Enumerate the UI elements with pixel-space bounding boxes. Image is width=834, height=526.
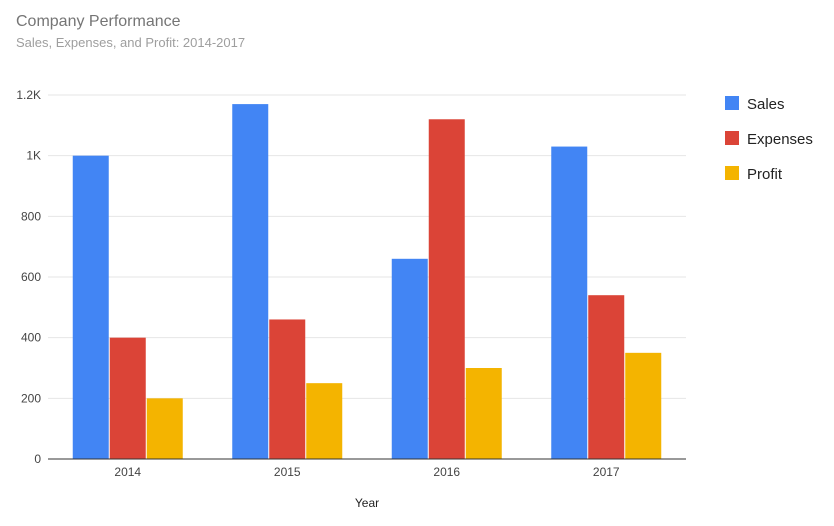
legend-swatch-profit <box>725 166 739 180</box>
x-axis-ticks: 2014 2015 2016 2017 <box>114 465 620 479</box>
bar-profit-2016[interactable] <box>465 368 502 459</box>
y-tick-label: 800 <box>21 209 41 223</box>
x-tick-label: 2016 <box>433 465 460 479</box>
legend-label-expenses[interactable]: Expenses <box>747 131 813 148</box>
bar-sales-2015[interactable] <box>232 104 269 459</box>
chart-subtitle: Sales, Expenses, and Profit: 2014-2017 <box>16 35 245 50</box>
legend-label-profit[interactable]: Profit <box>747 166 783 183</box>
bar-expenses-2014[interactable] <box>109 337 146 459</box>
x-axis-title: Year <box>355 496 379 510</box>
bars <box>72 104 662 460</box>
y-tick-label: 0 <box>34 452 41 466</box>
y-axis-ticks: 0 200 400 600 800 1K 1.2K <box>16 88 41 466</box>
chart-title: Company Performance <box>16 13 181 30</box>
bar-sales-2017[interactable] <box>551 146 588 460</box>
bar-sales-2014[interactable] <box>72 155 109 459</box>
y-tick-label: 1K <box>26 149 41 163</box>
y-tick-label: 200 <box>21 391 41 405</box>
x-tick-label: 2015 <box>274 465 301 479</box>
y-tick-label: 400 <box>21 331 41 345</box>
y-tick-label: 1.2K <box>16 88 41 102</box>
bar-profit-2017[interactable] <box>625 352 662 459</box>
bar-expenses-2017[interactable] <box>588 295 625 459</box>
legend[interactable]: Sales Expenses Profit <box>725 96 813 183</box>
legend-swatch-expenses <box>725 131 739 145</box>
bar-profit-2014[interactable] <box>146 398 183 459</box>
x-tick-label: 2017 <box>593 465 620 479</box>
legend-swatch-sales <box>725 96 739 110</box>
legend-label-sales[interactable]: Sales <box>747 96 785 113</box>
y-tick-label: 600 <box>21 270 41 284</box>
bar-profit-2015[interactable] <box>306 383 343 459</box>
x-tick-label: 2014 <box>114 465 141 479</box>
bar-sales-2016[interactable] <box>391 258 428 459</box>
bar-expenses-2016[interactable] <box>428 119 465 460</box>
bar-expenses-2015[interactable] <box>269 319 306 459</box>
